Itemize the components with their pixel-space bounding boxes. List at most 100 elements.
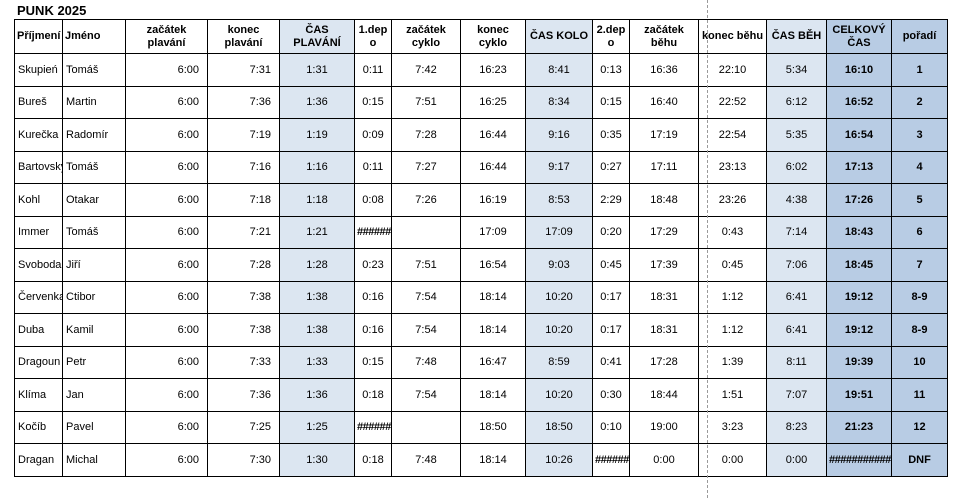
table-cell[interactable]: 0:10 [592, 410, 630, 444]
table-cell[interactable]: 7:25 [207, 410, 280, 444]
table-cell[interactable]: 8-9 [891, 313, 948, 347]
table-cell[interactable]: 0:15 [354, 85, 392, 119]
table-cell[interactable]: 21:23 [826, 410, 892, 444]
table-cell[interactable]: 18:14 [460, 313, 526, 347]
table-cell[interactable]: DNF [891, 443, 948, 477]
table-cell[interactable]: 0:23 [354, 248, 392, 282]
table-cell[interactable]: Tomáš [62, 53, 126, 87]
table-cell[interactable]: 1:16 [279, 150, 355, 184]
table-cell[interactable]: 18:50 [460, 410, 526, 444]
table-cell[interactable]: Duba [14, 313, 63, 347]
table-cell[interactable]: 8:53 [525, 183, 593, 217]
table-cell[interactable]: 7:38 [207, 280, 280, 314]
table-cell[interactable]: 7:21 [207, 215, 280, 249]
table-cell[interactable]: 8-9 [891, 280, 948, 314]
table-cell[interactable]: 1:36 [279, 378, 355, 412]
table-cell[interactable]: 7:33 [207, 345, 280, 379]
table-cell[interactable]: 19:51 [826, 378, 892, 412]
table-cell[interactable]: 16:23 [460, 53, 526, 87]
table-cell[interactable]: 19:12 [826, 313, 892, 347]
table-cell[interactable]: 22:10 [698, 53, 767, 87]
table-cell[interactable]: 17:28 [629, 345, 699, 379]
table-cell[interactable]: 7:28 [207, 248, 280, 282]
table-cell[interactable]: 7:48 [391, 345, 461, 379]
table-cell[interactable]: 6:02 [766, 150, 827, 184]
table-cell[interactable]: 0:00 [766, 443, 827, 477]
table-cell[interactable]: 17:39 [629, 248, 699, 282]
column-header[interactable]: Jméno [62, 19, 126, 54]
table-cell[interactable]: 7:19 [207, 118, 280, 152]
table-cell[interactable]: 22:52 [698, 85, 767, 119]
table-cell[interactable]: 7:51 [391, 85, 461, 119]
table-cell[interactable]: ###### [354, 215, 392, 249]
column-header[interactable]: CELKOVÝ ČAS [826, 19, 892, 54]
table-cell[interactable]: 18:44 [629, 378, 699, 412]
table-cell[interactable]: 9:17 [525, 150, 593, 184]
table-cell[interactable]: 16:54 [460, 248, 526, 282]
table-cell[interactable]: 0:17 [592, 313, 630, 347]
table-cell[interactable]: 7:36 [207, 85, 280, 119]
table-cell[interactable]: 0:41 [592, 345, 630, 379]
column-header[interactable]: ČAS PLAVÁNÍ [279, 19, 355, 54]
column-header[interactable]: začátek běhu [629, 19, 699, 54]
column-header[interactable]: pořadí [891, 19, 948, 54]
table-cell[interactable]: Ctibor [62, 280, 126, 314]
table-cell[interactable]: 1:51 [698, 378, 767, 412]
table-cell[interactable]: 1 [891, 53, 948, 87]
table-cell[interactable]: 7:27 [391, 150, 461, 184]
table-cell[interactable]: 17:11 [629, 150, 699, 184]
column-header[interactable]: začátek plavání [125, 19, 208, 54]
table-cell[interactable]: 7 [891, 248, 948, 282]
table-cell[interactable]: 7:51 [391, 248, 461, 282]
table-cell[interactable]: 1:36 [279, 85, 355, 119]
table-cell[interactable]: 6:00 [125, 53, 208, 87]
table-cell[interactable]: 2 [891, 85, 948, 119]
table-cell[interactable]: 17:19 [629, 118, 699, 152]
table-cell[interactable]: 18:14 [460, 280, 526, 314]
table-cell[interactable]: 23:13 [698, 150, 767, 184]
table-cell[interactable]: 16:19 [460, 183, 526, 217]
table-cell[interactable]: Tomáš [62, 215, 126, 249]
table-cell[interactable]: 18:43 [826, 215, 892, 249]
table-cell[interactable]: 22:54 [698, 118, 767, 152]
table-cell[interactable]: 7:54 [391, 280, 461, 314]
table-cell[interactable]: 0:00 [629, 443, 699, 477]
table-cell[interactable]: 0:08 [354, 183, 392, 217]
table-cell[interactable]: ###### [354, 410, 392, 444]
column-header[interactable]: ČAS BĚH [766, 19, 827, 54]
table-cell[interactable]: 7:28 [391, 118, 461, 152]
table-cell[interactable]: 7:42 [391, 53, 461, 87]
table-cell[interactable]: 6:00 [125, 280, 208, 314]
table-cell[interactable]: 16:52 [826, 85, 892, 119]
table-cell[interactable]: 6:41 [766, 280, 827, 314]
table-cell[interactable]: 11 [891, 378, 948, 412]
table-cell[interactable]: 18:45 [826, 248, 892, 282]
table-cell[interactable]: 7:16 [207, 150, 280, 184]
table-cell[interactable]: Kurečka [14, 118, 63, 152]
table-cell[interactable]: 5:35 [766, 118, 827, 152]
table-cell[interactable]: 18:48 [629, 183, 699, 217]
table-cell[interactable]: 10:20 [525, 313, 593, 347]
table-cell[interactable]: 8:34 [525, 85, 593, 119]
table-cell[interactable]: Otakar [62, 183, 126, 217]
column-header[interactable]: konec běhu [698, 19, 767, 54]
table-cell[interactable]: 0:43 [698, 215, 767, 249]
table-cell[interactable]: 7:48 [391, 443, 461, 477]
table-cell[interactable]: Immer [14, 215, 63, 249]
table-cell[interactable]: Červenka [14, 280, 63, 314]
table-cell[interactable]: 0:09 [354, 118, 392, 152]
table-cell[interactable]: Kohl [14, 183, 63, 217]
table-cell[interactable]: 3:23 [698, 410, 767, 444]
table-cell[interactable]: Jiří [62, 248, 126, 282]
table-cell[interactable]: 1:18 [279, 183, 355, 217]
table-cell[interactable]: 1:38 [279, 280, 355, 314]
table-cell[interactable]: Michal [62, 443, 126, 477]
table-cell[interactable]: 7:07 [766, 378, 827, 412]
table-cell[interactable]: Radomír [62, 118, 126, 152]
table-cell[interactable]: 6:00 [125, 183, 208, 217]
table-cell[interactable]: 1:12 [698, 280, 767, 314]
table-cell[interactable]: 6:00 [125, 215, 208, 249]
table-cell[interactable]: 0:16 [354, 313, 392, 347]
table-cell[interactable]: 7:36 [207, 378, 280, 412]
table-cell[interactable]: 4:38 [766, 183, 827, 217]
